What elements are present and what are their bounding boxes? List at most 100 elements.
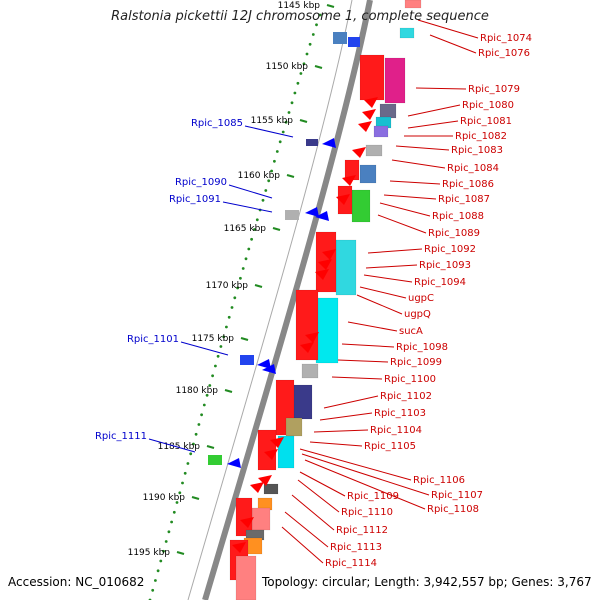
scale-dot <box>287 111 291 114</box>
reverse-gene-arrow <box>358 121 372 132</box>
scale-dot <box>233 296 237 300</box>
label-leader-line <box>299 471 346 497</box>
gene-block <box>251 507 271 531</box>
label-leader-line <box>347 321 398 332</box>
reverse-gene-label: Rpic_1098 <box>396 342 448 353</box>
label-leader-line <box>284 511 329 548</box>
label-leader-line <box>407 120 459 129</box>
scale-dot <box>183 471 187 475</box>
reverse-gene-label: Rpic_1113 <box>330 542 382 553</box>
scale-dot <box>175 501 179 504</box>
gene-block <box>240 355 254 365</box>
scale-tick <box>254 283 263 289</box>
reverse-gene-label: Rpic_1089 <box>428 228 480 239</box>
reverse-gene-arrow <box>264 449 278 460</box>
scale-dot <box>211 374 215 378</box>
scale-dot <box>225 325 228 329</box>
label-leader-line <box>323 395 379 409</box>
scale-tick <box>286 173 295 179</box>
reverse-gene-arrow <box>270 437 284 448</box>
gene-block <box>351 189 371 223</box>
forward-gene-arrow <box>305 207 319 217</box>
scale-dot <box>247 247 251 251</box>
gene-block <box>301 363 319 379</box>
gene-block <box>359 54 385 101</box>
reverse-gene-label: Rpic_1094 <box>414 277 466 288</box>
reverse-gene-arrow <box>322 249 336 260</box>
scale-dot <box>302 62 306 66</box>
scale-dot <box>172 510 176 514</box>
scale-tick <box>191 495 200 501</box>
scale-tick-label: 1145 kbp <box>278 1 321 11</box>
scale-dot <box>194 432 198 436</box>
reverse-gene-label: ugpQ <box>404 309 431 320</box>
scale-dot <box>270 169 273 173</box>
reverse-gene-arrow <box>315 269 329 280</box>
label-leader-line <box>291 494 335 531</box>
forward-gene-label: Rpic_1085 <box>191 118 243 129</box>
scale-tick-label: 1180 kbp <box>176 386 219 396</box>
label-leader-line <box>309 441 363 447</box>
forward-gene-arrow <box>315 211 329 221</box>
label-leader-line <box>356 294 403 315</box>
label-leader-line <box>365 264 418 269</box>
topology-text: Topology: circular; Length: 3,942,557 bp… <box>262 575 592 589</box>
scale-dot <box>181 481 184 485</box>
reverse-gene-label: Rpic_1079 <box>468 84 520 95</box>
gene-block <box>315 297 339 364</box>
scale-dot <box>192 442 195 446</box>
label-leader-line <box>180 341 229 356</box>
scale-dot <box>170 520 174 524</box>
reverse-gene-label: Rpic_1093 <box>419 260 471 271</box>
gene-block <box>208 455 222 465</box>
reverse-gene-label: Rpic_1099 <box>390 357 442 368</box>
gene-block <box>285 417 303 437</box>
label-leader-line <box>341 343 395 348</box>
scale-dot <box>159 559 163 563</box>
label-leader-line <box>299 448 412 481</box>
scale-dot <box>273 159 276 163</box>
scale-tick-label: 1170 kbp <box>206 281 249 291</box>
scale-tick-label: 1150 kbp <box>266 62 309 72</box>
reverse-gene-label: sucA <box>399 326 423 337</box>
reverse-gene-label: Rpic_1108 <box>427 504 479 515</box>
reverse-gene-arrow <box>305 332 319 343</box>
gene-block <box>291 384 313 420</box>
reverse-gene-label: Rpic_1081 <box>460 116 512 127</box>
scale-dot <box>167 530 171 534</box>
reverse-gene-arrow <box>364 97 378 108</box>
reverse-gene-arrow <box>362 109 376 120</box>
scale-dot <box>296 81 300 85</box>
reverse-gene-label: Rpic_1082 <box>455 131 507 142</box>
label-leader-line <box>337 359 389 363</box>
scale-dot <box>239 276 242 280</box>
forward-gene-arrow <box>257 359 271 369</box>
label-leader-line <box>395 145 450 151</box>
scale-dot <box>162 549 165 553</box>
map-title: Ralstonia pickettii 12J chromosome 1, co… <box>111 9 489 24</box>
reverse-gene-label: Rpic_1105 <box>364 441 416 452</box>
reverse-gene-label: Rpic_1088 <box>432 211 484 222</box>
scale-dot <box>308 42 312 46</box>
reverse-gene-arrow <box>240 517 254 528</box>
chromosome-backbone <box>202 0 373 600</box>
scale-dot <box>205 393 209 397</box>
label-leader-line <box>383 194 437 200</box>
reverse-gene-label: Rpic_1080 <box>462 100 514 111</box>
label-leader-line <box>391 159 446 169</box>
scale-dot <box>253 228 256 231</box>
gene-block <box>365 144 383 157</box>
reverse-gene-label: Rpic_1104 <box>370 425 422 436</box>
forward-gene-label: Rpic_1090 <box>175 177 227 188</box>
scale-dot <box>299 72 303 75</box>
scale-dot <box>278 140 282 144</box>
forward-gene-arrow <box>262 364 276 374</box>
reverse-gene-arrow <box>300 342 314 353</box>
chromosome-inner-line <box>187 0 353 600</box>
scale-dot <box>222 335 226 339</box>
reverse-gene-arrow <box>336 194 350 205</box>
scale-dot <box>315 23 318 27</box>
gene-block <box>306 139 318 146</box>
gene-block <box>257 429 277 471</box>
reverse-gene-label: ugpC <box>408 293 434 304</box>
